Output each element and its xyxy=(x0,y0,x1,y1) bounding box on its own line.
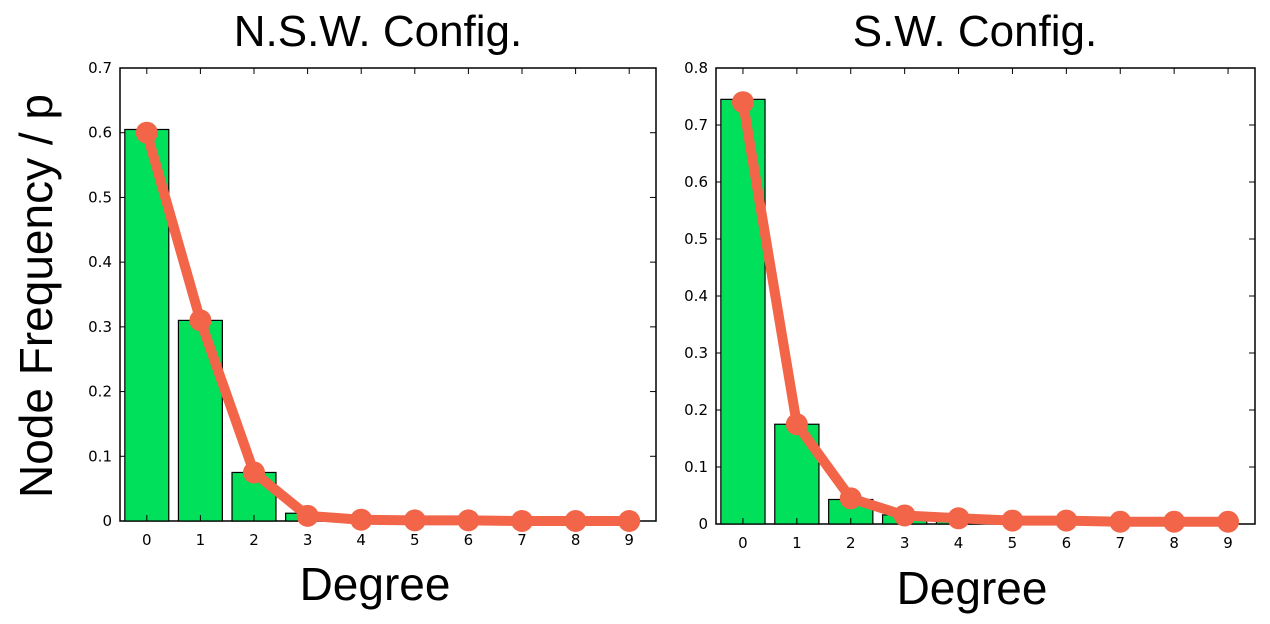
series-point-8 xyxy=(1163,510,1186,533)
y-tick-label: 0.2 xyxy=(684,401,708,419)
y-tick-label: 0.1 xyxy=(684,458,708,476)
chart-nsw: N.S.W. Config. Degree 0 0.1 0.2 0.3 0.4 0.5 0.… xyxy=(88,7,657,610)
series-line-fit xyxy=(141,127,635,526)
x-axis-label: Degree xyxy=(300,558,451,610)
series-point-3 xyxy=(893,504,916,527)
series-point-8 xyxy=(564,510,587,532)
series-point-0 xyxy=(135,121,158,144)
y-tick-label: 0.5 xyxy=(684,230,708,248)
series-point-7 xyxy=(1109,510,1132,533)
chart-sw: S.W. Config. Degree 0 0.1 0.2 0.3 0.4 0.5 0.6 0… xyxy=(684,7,1256,614)
x-tick-label: 6 xyxy=(464,531,474,549)
y-tick-label: 0 xyxy=(698,515,708,533)
x-tick-label: 5 xyxy=(410,531,420,549)
x-tick-label: 1 xyxy=(792,534,802,552)
x-tick-label: 9 xyxy=(1223,534,1233,552)
series-point-1 xyxy=(189,309,212,332)
x-tick-label: 9 xyxy=(624,531,634,549)
series-point-3 xyxy=(296,504,319,527)
series-point-9 xyxy=(1217,510,1240,533)
x-axis-label: Degree xyxy=(897,562,1048,614)
y-tick-label: 0.3 xyxy=(684,344,708,362)
x-tick-label: 2 xyxy=(249,531,259,549)
y-tick-label: 0.6 xyxy=(88,124,112,142)
y-tick-label: 0 xyxy=(102,512,112,530)
x-tick-label: 0 xyxy=(142,531,152,549)
series-point-4 xyxy=(350,508,373,531)
x-tick-label: 8 xyxy=(1169,534,1179,552)
x-tick-label: 7 xyxy=(517,531,527,549)
y-tick-label: 0.3 xyxy=(88,318,112,336)
bar-0 xyxy=(720,98,766,525)
chart-title: S.W. Config. xyxy=(853,7,1098,56)
x-tick-label: 2 xyxy=(846,534,856,552)
x-tick-label: 1 xyxy=(196,531,206,549)
y-tick-label: 0.4 xyxy=(684,287,708,305)
x-tick-label: 4 xyxy=(356,531,366,549)
series-point-5 xyxy=(1001,509,1024,532)
x-tick-label: 8 xyxy=(571,531,581,549)
series-line-fit xyxy=(737,97,1234,527)
x-tick-label: 6 xyxy=(1062,534,1072,552)
x-tick-label: 5 xyxy=(1008,534,1018,552)
y-tick-label: 0.7 xyxy=(684,116,708,134)
x-tick-label: 3 xyxy=(303,531,313,549)
x-tick-label: 3 xyxy=(900,534,910,552)
x-tick-label: 7 xyxy=(1115,534,1125,552)
y-tick-label: 0.5 xyxy=(88,188,112,206)
series-point-9 xyxy=(618,510,641,532)
series-point-2 xyxy=(243,461,265,484)
series-point-5 xyxy=(403,509,426,532)
y-tick-label: 0.8 xyxy=(684,59,708,77)
y-tick-label: 0.1 xyxy=(88,447,112,465)
series-point-2 xyxy=(839,487,862,510)
y-tick-label: 0.4 xyxy=(88,253,112,271)
y-axis-label: Node Frequency / p xyxy=(10,94,62,498)
series-point-6 xyxy=(457,509,480,532)
series-point-6 xyxy=(1055,509,1078,532)
series-point-0 xyxy=(731,91,754,114)
chart-title: N.S.W. Config. xyxy=(234,7,523,56)
y-tick-label: 0.2 xyxy=(88,383,112,401)
x-tick-label: 4 xyxy=(954,534,964,552)
y-tick-label: 0.7 xyxy=(88,59,112,77)
series-point-1 xyxy=(785,413,808,436)
series-point-4 xyxy=(947,507,970,530)
x-tick-label: 0 xyxy=(738,534,748,552)
series-point-7 xyxy=(511,510,533,532)
y-tick-label: 0.6 xyxy=(684,173,708,191)
